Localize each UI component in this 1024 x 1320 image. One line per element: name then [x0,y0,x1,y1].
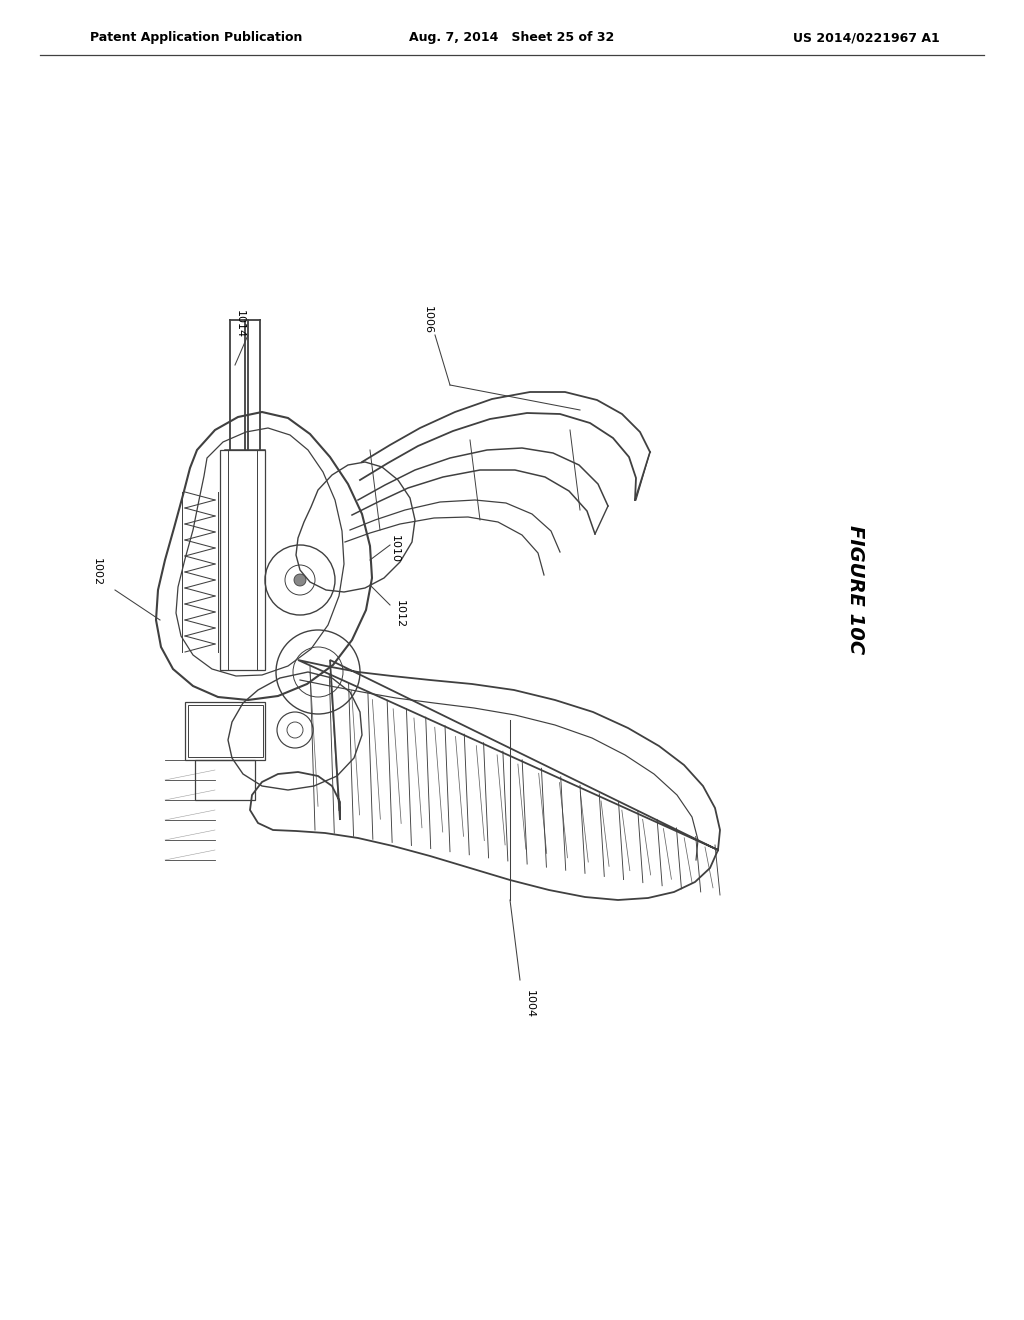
Text: 1014: 1014 [234,310,245,338]
Text: 1012: 1012 [395,599,406,628]
Text: Aug. 7, 2014   Sheet 25 of 32: Aug. 7, 2014 Sheet 25 of 32 [410,32,614,45]
Text: US 2014/0221967 A1: US 2014/0221967 A1 [794,32,940,45]
Text: 1006: 1006 [423,306,433,334]
Text: 1010: 1010 [390,535,400,564]
Text: 1002: 1002 [92,558,102,586]
Text: FIGURE 10C: FIGURE 10C [846,525,864,655]
Circle shape [294,574,306,586]
Text: 1004: 1004 [525,990,535,1018]
Text: Patent Application Publication: Patent Application Publication [90,32,302,45]
